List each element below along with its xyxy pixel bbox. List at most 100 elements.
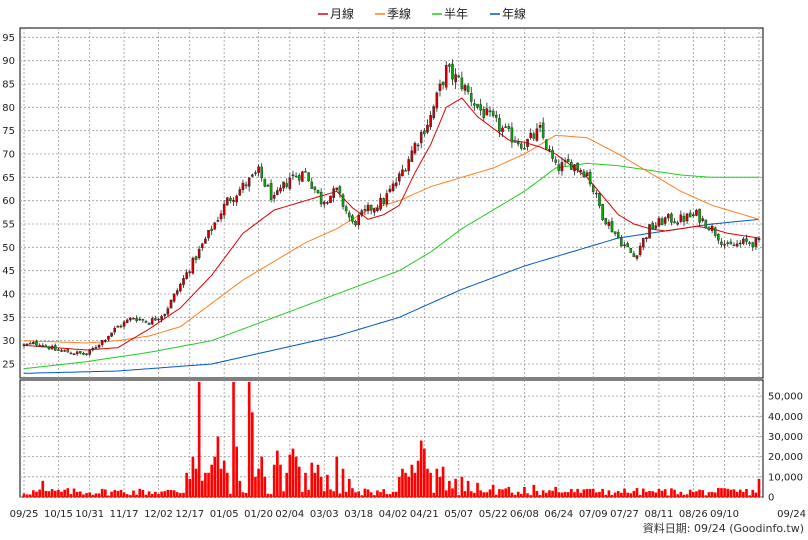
volume-bar xyxy=(629,493,633,497)
volume-bar xyxy=(182,492,185,497)
volume-bar xyxy=(147,491,151,497)
candle-body xyxy=(651,222,654,230)
candle-body xyxy=(454,74,457,83)
candle-body xyxy=(297,175,301,181)
candle-body xyxy=(191,257,195,274)
candle-body xyxy=(604,217,608,225)
candle-body xyxy=(476,103,479,108)
candle-body xyxy=(663,217,667,224)
candle-body xyxy=(435,92,439,109)
candle-body xyxy=(448,64,451,67)
candle-body xyxy=(404,170,407,172)
candle-body xyxy=(322,201,326,205)
volume-bar xyxy=(563,491,567,497)
volume-bar xyxy=(316,464,320,497)
volume-bar xyxy=(757,478,761,497)
candle-body xyxy=(285,183,289,187)
candle-body xyxy=(526,139,529,147)
candle-body xyxy=(301,171,304,182)
candle-body xyxy=(154,318,157,321)
price-y-tick-label: 45 xyxy=(2,266,15,277)
candle-body xyxy=(182,278,185,285)
volume-bar xyxy=(257,468,260,497)
volume-bar xyxy=(695,491,698,497)
candle-body xyxy=(53,345,57,351)
candle-body xyxy=(529,132,532,139)
volume-bar xyxy=(613,492,617,497)
candle-body xyxy=(257,166,260,173)
candle-body xyxy=(94,347,98,349)
candle-body xyxy=(363,209,367,211)
volume-y-tick-label: 0 xyxy=(768,493,774,504)
volume-bar xyxy=(366,489,370,497)
candle-body xyxy=(457,75,461,78)
x-tick-label: 05/22 xyxy=(479,509,508,520)
candle-body xyxy=(688,212,692,218)
volume-bar xyxy=(279,464,282,497)
volume-y-tick-label: 50,000 xyxy=(768,392,803,403)
candle-body xyxy=(351,215,354,222)
candle-body xyxy=(391,183,395,192)
volume-bar xyxy=(332,491,335,497)
candle-body xyxy=(520,143,523,149)
candle-body xyxy=(141,318,145,321)
candle-body xyxy=(119,325,123,328)
volume-bar xyxy=(57,489,60,497)
volume-bar xyxy=(232,382,235,497)
volume-bar xyxy=(554,486,558,497)
candle-body xyxy=(82,352,85,355)
volume-bar xyxy=(301,491,304,497)
volume-bar xyxy=(407,476,411,497)
legend-label: 年線 xyxy=(502,6,526,21)
volume-bar xyxy=(103,489,107,497)
volume-bar xyxy=(141,489,145,497)
candle-body xyxy=(266,185,270,187)
volume-bar xyxy=(717,487,720,497)
volume-bar xyxy=(444,490,448,497)
price-y-axis: 25 30 35 40 45 50 55 60 65 70 75 80 85 90 95 xyxy=(2,33,15,371)
candle-body xyxy=(166,308,170,315)
volume-bar xyxy=(645,491,648,497)
candle-body xyxy=(595,192,598,195)
volume-bar xyxy=(169,490,173,497)
candle-body xyxy=(129,317,132,321)
candle-body xyxy=(385,193,389,205)
price-y-tick-label: 30 xyxy=(2,336,15,347)
volume-bar xyxy=(244,492,248,497)
volume-bar xyxy=(28,494,32,497)
volume-bar xyxy=(451,488,454,497)
candle-body xyxy=(523,148,526,150)
candle-body xyxy=(410,150,414,163)
volume-bar xyxy=(310,462,314,497)
volume-bar xyxy=(657,488,661,497)
volume-bar xyxy=(291,448,295,497)
candle-body xyxy=(407,159,410,171)
moving-average-lines xyxy=(23,97,760,374)
volume-bar xyxy=(319,476,323,497)
candle-body xyxy=(717,233,720,241)
volume-bar xyxy=(376,490,379,497)
volume-bar xyxy=(679,491,683,497)
volume-bars xyxy=(22,382,761,497)
candle-body xyxy=(97,344,101,348)
volume-bar xyxy=(751,489,755,497)
x-tick-label: 08/11 xyxy=(645,509,674,520)
volume-bar xyxy=(432,492,436,497)
candle-body xyxy=(88,349,91,355)
candle-body xyxy=(623,244,626,247)
candle-body xyxy=(369,204,373,211)
candle-body xyxy=(313,186,317,190)
volume-bar xyxy=(69,494,73,497)
candle-body xyxy=(247,177,251,187)
x-tick-label: 10/31 xyxy=(75,509,104,520)
candle-body xyxy=(38,344,41,347)
volume-bar xyxy=(482,492,486,497)
candle-body xyxy=(660,218,664,226)
volume-bar xyxy=(494,494,498,497)
volume-bar xyxy=(357,491,360,497)
candle-body xyxy=(113,328,116,333)
volume-bar xyxy=(682,494,686,497)
candle-body xyxy=(754,238,758,247)
volume-bar xyxy=(588,488,592,497)
